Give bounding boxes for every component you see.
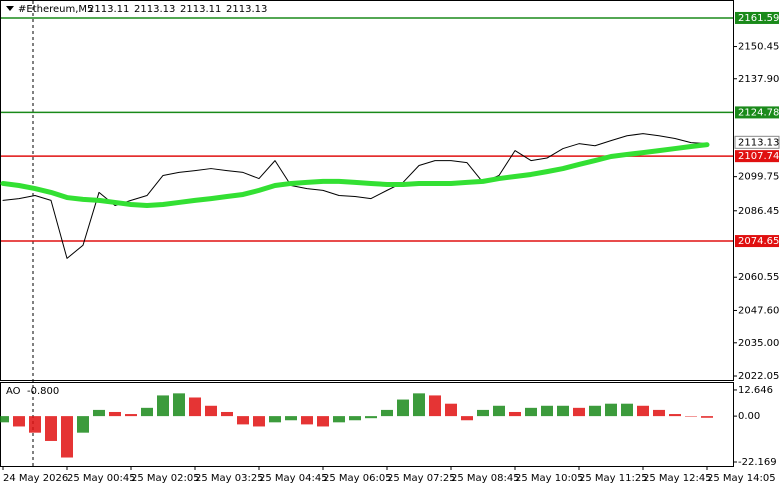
menu-arrow — [6, 6, 14, 11]
ao-bar — [365, 416, 377, 419]
level-label: 2074.65 — [738, 236, 779, 247]
y-tick-label: 2060.55 — [738, 272, 779, 283]
y-tick-label: 0.00 — [738, 411, 760, 422]
ao-bar — [189, 397, 201, 417]
level-label-box — [735, 11, 779, 24]
ao-bar — [573, 407, 585, 417]
ao-bar — [173, 393, 185, 417]
y-tick-label: -22.169 — [738, 457, 777, 468]
y-tick-label: 2035.00 — [738, 338, 779, 349]
ao-bar — [0, 416, 9, 423]
ao-bar — [349, 416, 361, 421]
x-tick-label: 25 May 06:05 — [323, 473, 392, 484]
x-tick-label: 25 May 00:45 — [67, 473, 136, 484]
y-tick-label: 2086.45 — [738, 206, 779, 217]
quote-value: 2113.11 — [180, 4, 221, 15]
x-tick-label: 25 May 04:45 — [259, 473, 328, 484]
ao-bar — [413, 393, 425, 417]
ao-title: AO — [6, 386, 21, 397]
level-label-box — [735, 235, 779, 248]
current-price-label: 2113.13 — [738, 137, 779, 148]
x-tick-label: 25 May 11:25 — [579, 473, 648, 484]
x-tick-label: 25 May 02:05 — [131, 473, 200, 484]
quote-value: 2113.13 — [226, 4, 267, 15]
level-label: 2161.59 — [738, 13, 779, 24]
ao-bar — [429, 395, 441, 417]
ao-bar — [605, 403, 617, 417]
ao-bar — [253, 416, 265, 427]
ao-bar — [317, 416, 329, 427]
price-line — [2, 133, 708, 259]
ao-bar — [685, 416, 697, 417]
ao-bar — [653, 409, 665, 417]
ao-bar — [109, 411, 121, 417]
ao-bar — [221, 411, 233, 417]
ao-bar — [493, 405, 505, 417]
ao-panel-frame — [0, 382, 734, 467]
x-tick-label: 24 May 2026 — [3, 473, 68, 484]
ao-bar — [13, 416, 25, 427]
ao-bar — [269, 416, 281, 423]
ao-bar — [61, 416, 73, 458]
quote-value: 2113.13 — [134, 4, 175, 15]
y-tick-label: 2047.60 — [738, 305, 779, 316]
ao-bar — [285, 416, 297, 421]
ao-bar — [541, 405, 553, 417]
x-tick-label: 25 May 12:45 — [643, 473, 712, 484]
y-tick-label: 2137.90 — [738, 74, 779, 85]
y-tick-label: 12.646 — [738, 385, 773, 396]
ao-bar — [669, 414, 681, 417]
level-label: 2124.78 — [738, 107, 779, 118]
ao-bar — [621, 403, 633, 417]
level-label: 2107.74 — [738, 151, 779, 162]
ao-bar — [557, 405, 569, 417]
ao-bar — [125, 414, 137, 417]
ao-bar — [509, 411, 521, 417]
main-panel-frame — [0, 0, 734, 381]
ao-bar — [93, 409, 105, 417]
symbol-title: #Ethereum,M5 — [18, 4, 93, 15]
ao-current: -0.800 — [27, 386, 59, 397]
ao-bar — [77, 416, 89, 433]
ao-bar — [205, 405, 217, 417]
ao-bar — [589, 405, 601, 417]
level-label-box — [735, 106, 779, 119]
x-tick-label: 25 May 14:05 — [707, 473, 776, 484]
ao-bar — [301, 416, 313, 425]
moving-average — [0, 142, 710, 209]
ao-bar — [45, 416, 57, 441]
y-tick-label: 2150.45 — [738, 42, 779, 53]
ao-bar — [397, 399, 409, 417]
x-tick-label: 25 May 07:25 — [387, 473, 456, 484]
y-tick-label: 2099.75 — [738, 172, 779, 183]
ao-bar — [701, 416, 713, 418]
ao-bar — [141, 407, 153, 417]
current-price-box — [734, 135, 780, 149]
ao-bar — [461, 416, 473, 421]
x-tick-label: 25 May 03:25 — [195, 473, 264, 484]
ao-bar — [381, 409, 393, 417]
y-tick-label: 2022.05 — [738, 371, 779, 382]
ao-bar — [237, 416, 249, 425]
quote-value: 2113.11 — [88, 4, 129, 15]
ao-bar — [445, 403, 457, 417]
level-label-box — [735, 150, 779, 163]
ao-bar — [477, 409, 489, 417]
ao-bar — [525, 407, 537, 417]
ao-bar — [157, 395, 169, 417]
ao-bar — [29, 416, 41, 433]
x-tick-label: 25 May 10:05 — [515, 473, 584, 484]
x-tick-label: 25 May 08:45 — [451, 473, 520, 484]
ao-bar — [333, 416, 345, 423]
ao-bar — [637, 405, 649, 417]
